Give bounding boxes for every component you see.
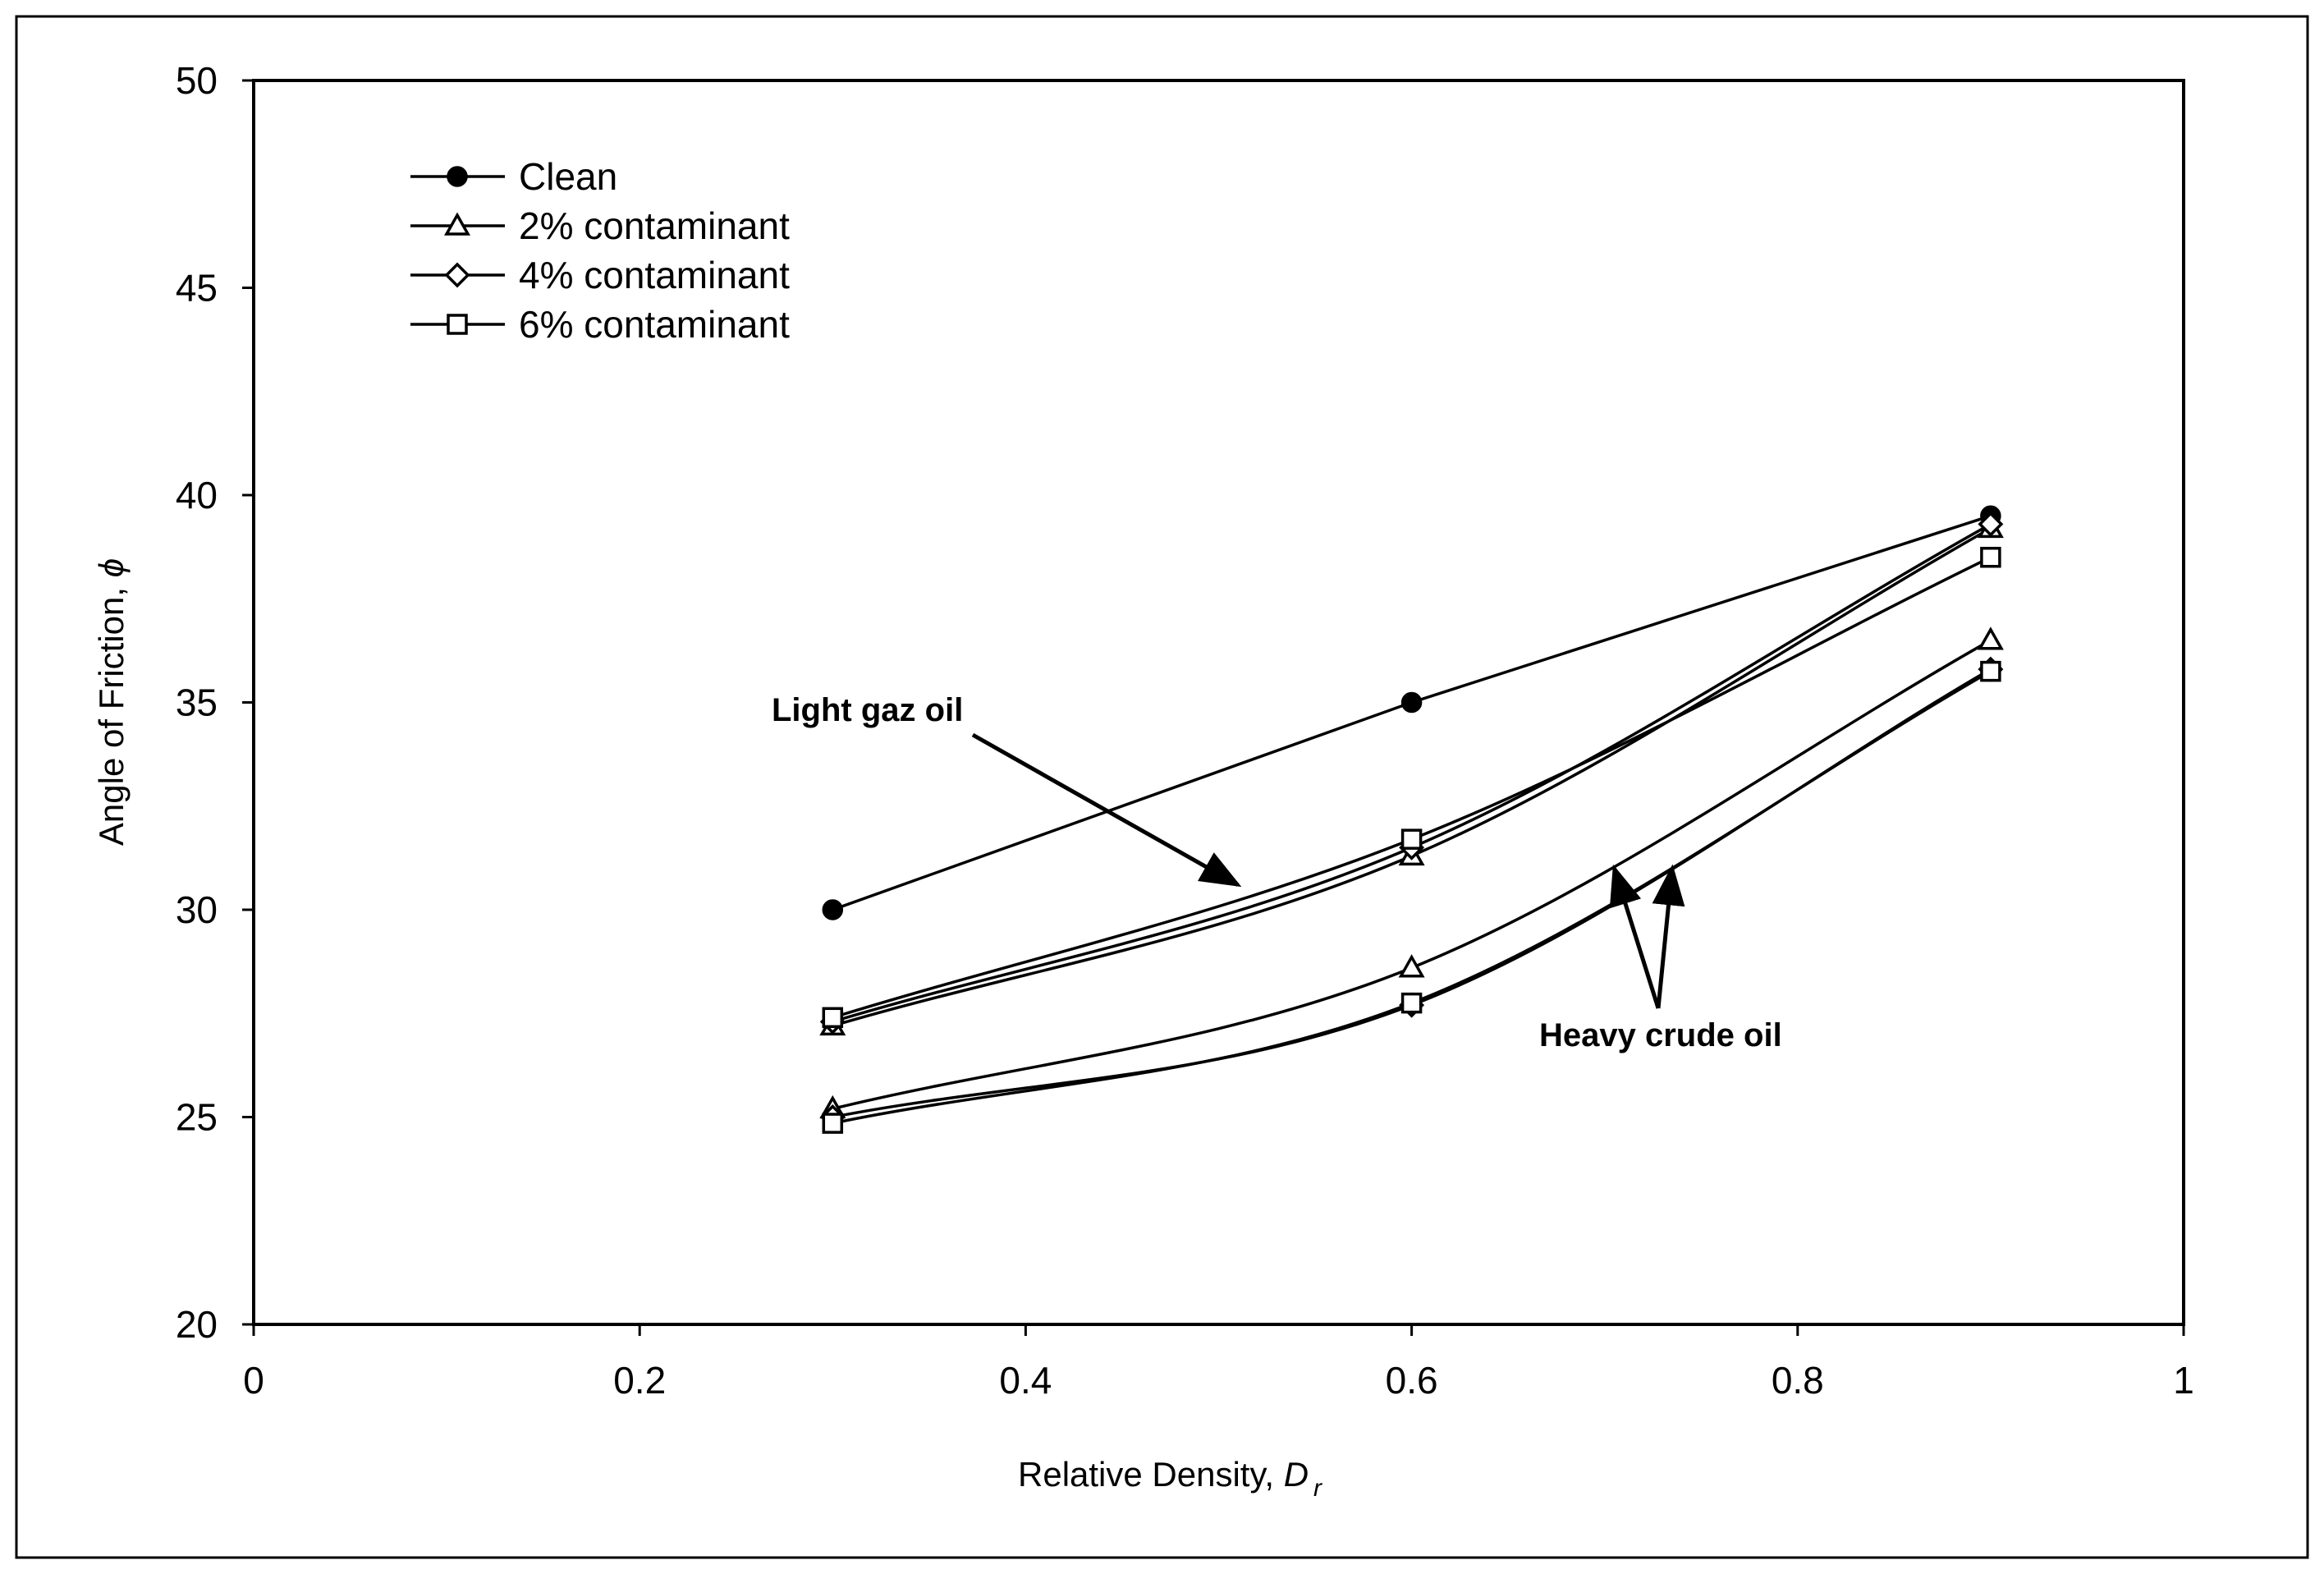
- x-tick-label: 0.8: [1772, 1359, 1824, 1402]
- data-point: [1978, 511, 2004, 537]
- legend-label: 6% contaminant: [519, 303, 790, 346]
- data-point: [1400, 828, 1423, 850]
- data-point: [1980, 547, 2001, 568]
- series-light-gaz-oil-6-contaminant: [822, 547, 2001, 1029]
- x-axis-title-symbol: D: [1284, 1455, 1309, 1494]
- data-point: [1977, 626, 2004, 650]
- y-tick-label: 50: [176, 59, 218, 102]
- y-tick-label: 45: [176, 267, 218, 310]
- annotation-layer: Light gaz oil Heavy crude oil: [772, 692, 1782, 1053]
- y-tick-label: 20: [176, 1303, 218, 1346]
- x-tick-label: 0.2: [613, 1359, 666, 1402]
- data-point: [822, 899, 844, 920]
- y-tick-label: 30: [176, 888, 218, 931]
- annotation-heavy-crude-oil: Heavy crude oil: [1539, 1017, 1782, 1053]
- y-axis: 20 25 30 35 40 45 50: [176, 59, 254, 1346]
- data-point: [822, 1113, 844, 1134]
- legend-entry-4-contaminant: 4% contaminant: [410, 254, 790, 296]
- annotation-arrow: [1652, 864, 1685, 1009]
- legend-marker: [447, 314, 468, 335]
- y-tick-label: 25: [176, 1096, 218, 1139]
- legend-entry-2-contaminant: 2% contaminant: [410, 204, 790, 247]
- x-tick-label: 0.4: [999, 1359, 1052, 1402]
- annotation-light-gaz-oil: Light gaz oil: [772, 692, 963, 728]
- data-point: [1980, 660, 2001, 682]
- data-point: [1398, 954, 1425, 978]
- x-tick-label: 0.6: [1386, 1359, 1438, 1402]
- legend-marker: [447, 166, 468, 187]
- y-axis-title-text: Angle of Friction,: [92, 577, 131, 846]
- x-axis-title-subscript: r: [1313, 1475, 1322, 1502]
- series-heavy-crude-oil-6-contaminant: [822, 660, 2001, 1134]
- x-axis: 0 0.2 0.4 0.6 0.8 1: [243, 1324, 2194, 1402]
- legend-label: 4% contaminant: [519, 254, 790, 296]
- data-point: [1400, 992, 1423, 1014]
- series-layer: [819, 505, 2004, 1134]
- legend-entry-clean: Clean: [410, 155, 617, 198]
- x-tick-label: 0: [243, 1359, 264, 1402]
- legend-label: 2% contaminant: [519, 204, 790, 247]
- y-axis-title-symbol: ϕ: [92, 558, 131, 577]
- legend-marker: [444, 212, 470, 236]
- x-tick-label: 1: [2173, 1359, 2194, 1402]
- legend-entry-6-contaminant: 6% contaminant: [410, 303, 790, 346]
- y-axis-title: Angle of Friction, ϕ: [92, 558, 131, 846]
- legend: Clean 2% contaminant 4% contaminant 6% cont…: [410, 155, 790, 346]
- y-tick-label: 35: [176, 681, 218, 724]
- legend-marker: [444, 262, 470, 288]
- legend-label: Clean: [519, 155, 617, 198]
- y-tick-label: 40: [176, 474, 218, 516]
- plot-area: [252, 79, 2185, 1326]
- annotation-arrow: [1609, 864, 1661, 1009]
- x-axis-title-text: Relative Density,: [1018, 1455, 1284, 1494]
- data-point: [1400, 691, 1423, 714]
- data-point: [822, 1007, 844, 1029]
- annotation-arrow: [971, 732, 1242, 888]
